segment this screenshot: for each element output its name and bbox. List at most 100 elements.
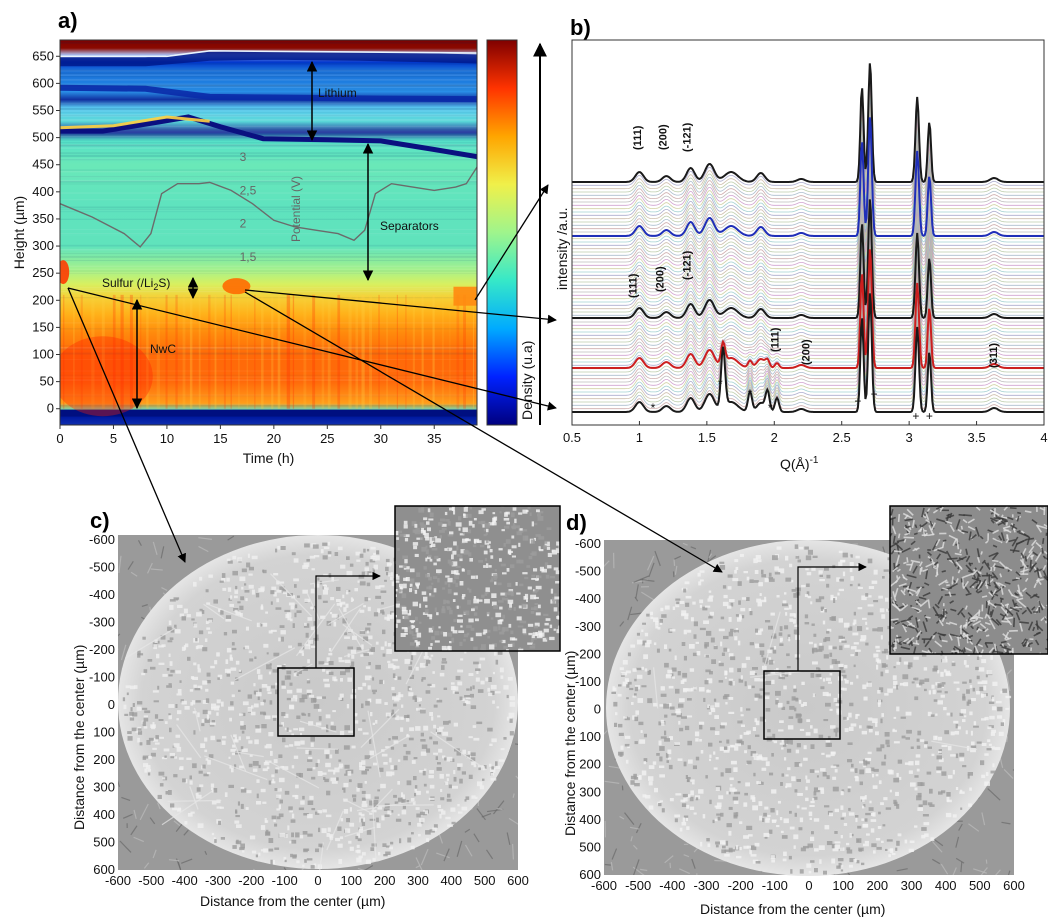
plot-b-xlabel: Q(Å)-1 bbox=[780, 455, 819, 472]
peak-label: (200) bbox=[657, 124, 669, 150]
y-tick-label: 150 bbox=[32, 319, 54, 334]
x-tick-label: 100 bbox=[832, 878, 854, 893]
x-tick-label: 0 bbox=[805, 878, 812, 893]
x-tick-label: 200 bbox=[866, 878, 888, 893]
x-tick-label: 10 bbox=[160, 431, 174, 446]
annotation-separators: Separators bbox=[380, 219, 439, 233]
y-tick-label: 100 bbox=[579, 729, 601, 744]
y-tick-label: -100 bbox=[575, 674, 601, 689]
x-tick-label: 300 bbox=[407, 873, 429, 888]
y-tick-label: 100 bbox=[32, 347, 54, 362]
y-tick-label: 450 bbox=[32, 157, 54, 172]
y-tick-label: -300 bbox=[89, 615, 115, 630]
x-tick-label: 200 bbox=[374, 873, 396, 888]
y-tick-label: 350 bbox=[32, 211, 54, 226]
y-tick-label: 300 bbox=[579, 784, 601, 799]
annotation-nwc: NwC bbox=[150, 342, 176, 356]
y-tick-label: 400 bbox=[579, 812, 601, 827]
y-tick-label: 100 bbox=[93, 725, 115, 740]
x-tick-label: 4 bbox=[1040, 430, 1047, 445]
plus-marker: + bbox=[926, 409, 933, 423]
y-tick-label: 650 bbox=[32, 48, 54, 63]
plus-marker: + bbox=[871, 387, 878, 401]
x-tick-label: 100 bbox=[340, 873, 362, 888]
tomography-c-ylabel: Distance from the center (µm) bbox=[71, 645, 87, 830]
inset-d bbox=[890, 506, 1048, 654]
x-tick-label: -300 bbox=[693, 878, 719, 893]
x-tick-label: -200 bbox=[238, 873, 264, 888]
x-tick-label: 600 bbox=[1003, 878, 1025, 893]
heatmap-xlabel: Time (h) bbox=[243, 450, 295, 466]
y-tick-label: 200 bbox=[579, 757, 601, 772]
y-tick-label: 200 bbox=[93, 752, 115, 767]
y-tick-label: -500 bbox=[89, 560, 115, 575]
x-tick-label: -100 bbox=[762, 878, 788, 893]
tomography-c-xlabel: Distance from the center (µm) bbox=[200, 893, 385, 909]
plot-b-ylabel: intensity /a.u. bbox=[554, 208, 570, 291]
colorbar-label: Density (u.a) bbox=[519, 341, 535, 420]
x-tick-label: 15 bbox=[213, 431, 227, 446]
potential-tick: 3 bbox=[240, 150, 247, 164]
y-tick-label: 600 bbox=[93, 862, 115, 877]
y-tick-label: 500 bbox=[93, 835, 115, 850]
y-tick-label: 400 bbox=[93, 807, 115, 822]
x-tick-label: -100 bbox=[272, 873, 298, 888]
y-tick-label: 400 bbox=[32, 184, 54, 199]
peak-label: (111) bbox=[628, 273, 640, 298]
x-tick-label: 2.5 bbox=[833, 430, 851, 445]
y-tick-label: 300 bbox=[93, 780, 115, 795]
y-tick-label: 600 bbox=[579, 867, 601, 882]
star-marker: * bbox=[651, 401, 656, 415]
y-tick-label: 0 bbox=[108, 697, 115, 712]
potential-tick: 1,5 bbox=[240, 250, 257, 264]
potential-tick: 2 bbox=[240, 217, 247, 231]
x-tick-label: 1.5 bbox=[698, 430, 716, 445]
plus-marker: + bbox=[854, 394, 861, 408]
x-tick-label: 400 bbox=[935, 878, 957, 893]
tomography-d-xlabel: Distance from the center (µm) bbox=[700, 901, 885, 917]
y-tick-label: 50 bbox=[40, 374, 54, 389]
peak-label: (-121) bbox=[682, 122, 694, 152]
peak-label: (200) bbox=[655, 266, 667, 292]
x-tick-label: 25 bbox=[320, 431, 334, 446]
y-tick-label: 0 bbox=[47, 401, 54, 416]
x-tick-label: 2 bbox=[771, 430, 778, 445]
y-tick-label: 300 bbox=[32, 238, 54, 253]
heatmap-ylabel: Height (µm) bbox=[11, 196, 27, 269]
annotation-sulfur: Sulfur (/Li2S) bbox=[102, 276, 170, 292]
x-tick-label: -500 bbox=[625, 878, 651, 893]
y-tick-label: -200 bbox=[575, 646, 601, 661]
y-tick-label: 250 bbox=[32, 265, 54, 280]
x-tick-label: 300 bbox=[901, 878, 923, 893]
x-tick-label: -300 bbox=[205, 873, 231, 888]
x-tick-label: -200 bbox=[728, 878, 754, 893]
x-tick-label: 500 bbox=[969, 878, 991, 893]
x-tick-label: -400 bbox=[659, 878, 685, 893]
x-tick-label: 1 bbox=[636, 430, 643, 445]
y-tick-label: -600 bbox=[575, 536, 601, 551]
x-tick-label: -400 bbox=[172, 873, 198, 888]
y-tick-label: -200 bbox=[89, 642, 115, 657]
x-tick-label: 30 bbox=[374, 431, 388, 446]
y-tick-label: -300 bbox=[575, 619, 601, 634]
y-tick-label: -500 bbox=[575, 564, 601, 579]
x-tick-label: 0 bbox=[314, 873, 321, 888]
x-tick-label: 3.5 bbox=[968, 430, 986, 445]
x-tick-label: 0.5 bbox=[563, 430, 581, 445]
y-tick-label: 500 bbox=[579, 839, 601, 854]
y-tick-label: -100 bbox=[89, 670, 115, 685]
star-marker: * bbox=[768, 401, 773, 415]
peak-label: (-121) bbox=[682, 250, 694, 280]
peak-label: (111) bbox=[769, 327, 781, 352]
panel-label-a: a) bbox=[58, 8, 78, 33]
y-tick-label: -400 bbox=[89, 587, 115, 602]
panel-label-c: c) bbox=[90, 508, 110, 533]
y-tick-label: 500 bbox=[32, 130, 54, 145]
peak-label: (111) bbox=[632, 125, 644, 150]
x-tick-label: 600 bbox=[507, 873, 529, 888]
